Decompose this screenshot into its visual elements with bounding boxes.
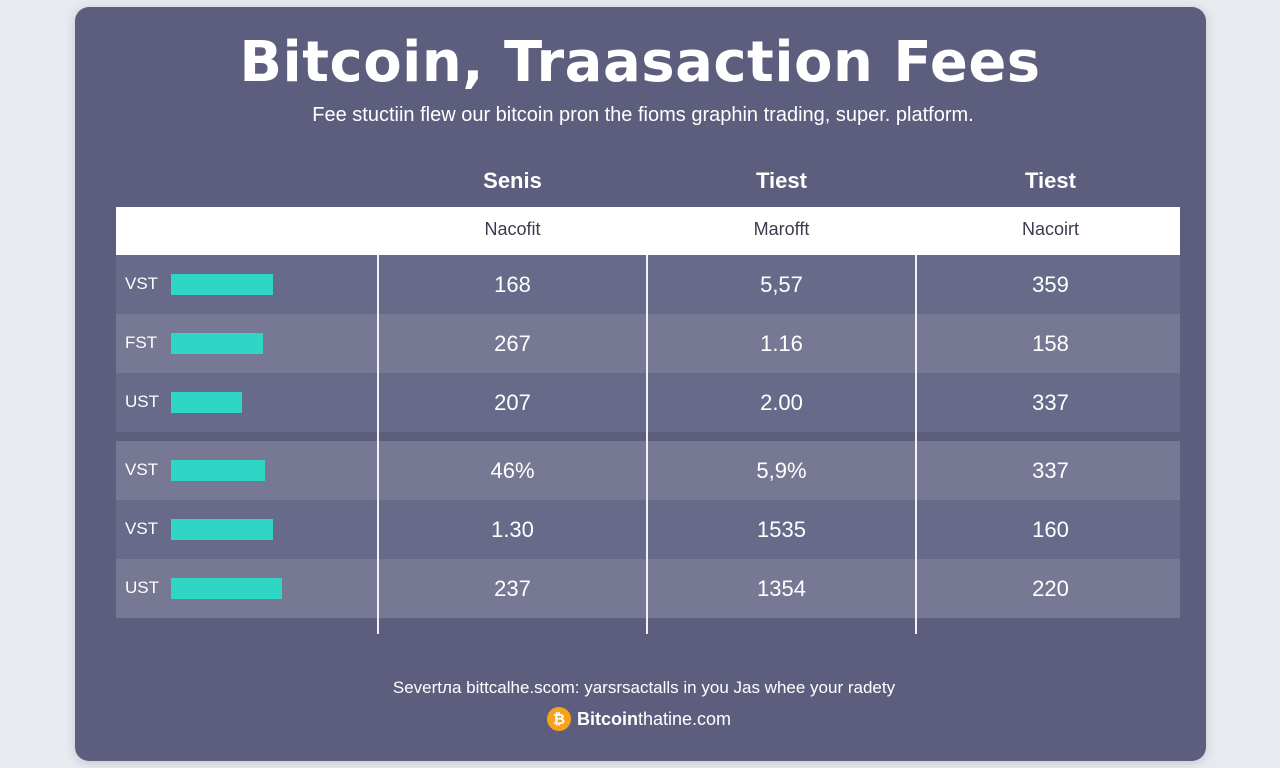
row-bar — [171, 519, 273, 540]
column-header-3: Tiest — [1025, 168, 1076, 193]
table-cell: 207 — [494, 390, 531, 415]
row-label: VST — [125, 274, 159, 293]
table-row: VST 46% 5,9% 337 — [116, 441, 1180, 500]
table-row: VST 1.30 1535 160 — [116, 500, 1180, 559]
row-bar — [171, 392, 242, 413]
table-cell: 160 — [1032, 517, 1069, 542]
table-cell: 168 — [494, 272, 531, 297]
row-label: FST — [125, 333, 158, 352]
table-row: UST 237 1354 220 — [116, 559, 1180, 618]
row-bar — [171, 578, 282, 599]
table-cell: 158 — [1032, 331, 1069, 356]
row-bar — [171, 460, 265, 481]
chart-subtitle: Fee stuctiin flew our bitcoin pron the f… — [312, 104, 974, 126]
row-label: UST — [125, 578, 159, 597]
table-cell: 267 — [494, 331, 531, 356]
column-subheader-2: Marofft — [753, 219, 810, 239]
column-subheader-1: Nacofit — [484, 219, 541, 239]
brand-name-bold: Bitcoin — [577, 708, 638, 729]
table-cell: 1.30 — [491, 517, 534, 542]
table-row: VST 168 5,57 359 — [116, 255, 1180, 314]
table-cell: 237 — [494, 576, 531, 601]
brand-name-domain: thatine.com — [638, 708, 732, 729]
table-cell: 1.16 — [760, 331, 803, 356]
column-header-2: Tiest — [756, 168, 807, 193]
brand-name: Bitcointhatine.com — [577, 709, 731, 730]
column-subheader-3: Nacoirt — [1021, 219, 1079, 239]
subheader-row — [116, 207, 1180, 255]
row-label: UST — [125, 392, 159, 411]
bitcoin-icon: ₿ — [547, 707, 571, 731]
table-cell: 46% — [490, 458, 535, 483]
row-label: VST — [125, 519, 159, 538]
table-cell: 359 — [1032, 272, 1069, 297]
row-bar — [171, 274, 273, 295]
row-bar — [171, 333, 263, 354]
table-cell: 337 — [1032, 458, 1069, 483]
table-cell: 1535 — [757, 517, 806, 542]
column-header-1: Senis — [483, 168, 542, 193]
table-row: UST 207 2.00 337 — [116, 373, 1180, 432]
column-divider — [377, 255, 379, 634]
table-cell: 1354 — [757, 576, 806, 601]
row-label: VST — [125, 460, 159, 479]
table-cell: 5,57 — [760, 272, 803, 297]
column-divider — [646, 255, 648, 634]
chart-title: Bitcoin, Traasaction Fees — [239, 30, 1041, 95]
brand-link[interactable]: ₿ Bitcointhatine.com — [547, 706, 731, 732]
table-cell: 337 — [1032, 390, 1069, 415]
column-divider — [915, 255, 917, 634]
footer-text: Severtла bittcalhe.scom: yarsrsactalls i… — [392, 678, 896, 697]
table-cell: 5,9% — [756, 458, 807, 483]
table-row: FST 267 1.16 158 — [116, 314, 1180, 373]
table-cell: 2.00 — [760, 390, 803, 415]
table-cell: 220 — [1032, 576, 1069, 601]
